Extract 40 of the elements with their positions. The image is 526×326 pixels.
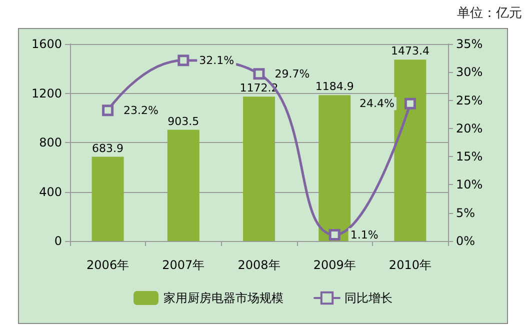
data-label: 24.4% <box>359 97 394 110</box>
x-tick-label: 2006年 <box>86 258 130 272</box>
x-tick-label: 2008年 <box>238 258 280 272</box>
bar <box>243 96 275 241</box>
bar <box>318 95 351 241</box>
y2-tick-label: 0% <box>456 234 476 248</box>
y2-tick-label: 10% <box>456 178 483 192</box>
y2-tick-label: 15% <box>456 150 483 164</box>
data-label: 23.2% <box>124 104 159 117</box>
point <box>404 98 416 110</box>
y-tick-label: 1200 <box>31 86 62 100</box>
y2-tick-label: 5% <box>456 206 476 220</box>
y2-tick-label: 30% <box>456 65 483 80</box>
y2-tick-label: 35% <box>456 37 483 51</box>
data-label: 29.7% <box>274 67 310 80</box>
legend-label: 家用厨房电器市场规模 <box>164 291 284 305</box>
y-tick-label: 800 <box>39 136 62 150</box>
text: 单位：亿元 <box>457 5 522 22</box>
point <box>178 54 190 66</box>
point <box>102 104 114 116</box>
bar <box>394 60 426 241</box>
y2-tick-label: 25% <box>456 93 483 108</box>
point <box>328 229 340 241</box>
y2-tick-label: 20% <box>456 121 483 136</box>
y-tick-label: 1600 <box>31 37 62 51</box>
bar <box>167 130 200 241</box>
point <box>253 68 265 80</box>
data-label: 1.1% <box>350 228 378 242</box>
data-label: 32.1% <box>199 54 234 67</box>
bar <box>92 156 124 241</box>
data-label: 1184.9 <box>315 80 354 94</box>
x-tick-label: 2007年 <box>162 258 205 272</box>
x-tick-label: 2009年 <box>313 258 356 272</box>
data-label: 903.5 <box>168 114 200 128</box>
data-label: 683.9 <box>92 142 124 155</box>
y-tick-label: 400 <box>39 184 62 199</box>
legend-label: 同比增长 <box>344 291 392 305</box>
data-label: 1473.4 <box>390 44 430 58</box>
x-tick-label: 2010年 <box>388 258 432 272</box>
y-tick-label: 0 <box>54 234 62 248</box>
